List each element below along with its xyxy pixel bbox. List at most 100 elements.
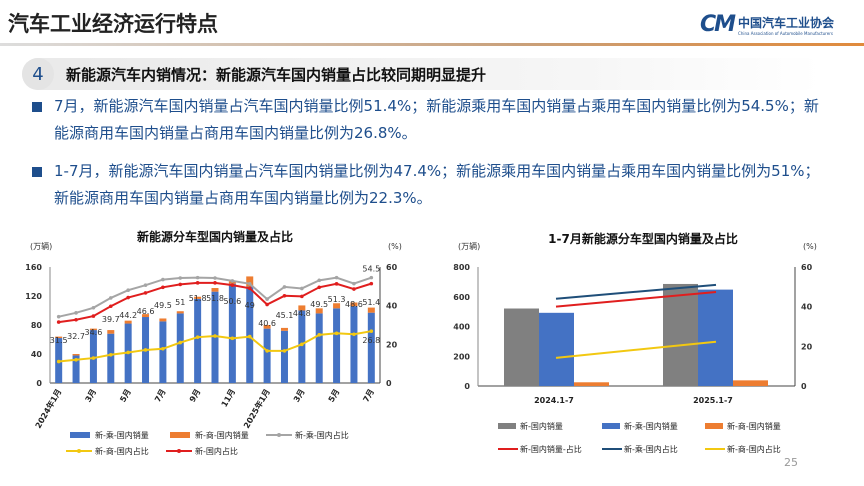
data-label: 49.5 [154, 301, 172, 310]
legend-label: 新-商-国内销量 [195, 430, 249, 440]
line-point [56, 359, 61, 364]
legend-label: 新-商-国内销量 [727, 421, 781, 431]
line-point [161, 346, 165, 351]
data-label: 26.8 [362, 336, 380, 345]
bar-passenger [176, 313, 184, 383]
data-label: 51.8 [206, 294, 224, 303]
y-tick-label: 800 [453, 263, 470, 272]
x-tick-label: 2025.1-7 [693, 396, 733, 405]
slide-title: 汽车工业经济运行特点 [8, 12, 218, 36]
legend-label: 新-商-国内占比 [727, 444, 781, 454]
bar-passenger [228, 283, 236, 383]
bar-commercial [315, 308, 323, 314]
y-tick-label: 160 [25, 263, 42, 272]
data-label: 45.1 [276, 311, 294, 320]
line-point [317, 333, 322, 337]
bullet-july: 7月，新能源汽车国内销量占汽车国内销量比例51.4%；新能源乘用车国内销量占乘用… [32, 93, 832, 147]
bar-commercial [211, 288, 219, 292]
line-point [334, 275, 339, 280]
logo-en: China Association of Automobile Manufact… [738, 30, 833, 36]
y-tick-label: 600 [453, 293, 470, 302]
line-point [300, 294, 304, 299]
bar-commercial [176, 311, 184, 314]
bar-passenger [367, 312, 375, 383]
line-point [91, 314, 96, 318]
legend-label: 新-国内占比 [195, 446, 238, 456]
line-point [247, 286, 252, 291]
legend-swatch [170, 432, 190, 438]
line-point [300, 342, 304, 347]
bar-commercial [55, 336, 63, 339]
line-point [178, 340, 183, 345]
data-label: 48.6 [345, 300, 363, 309]
legend-label: 新-商-国内占比 [95, 446, 149, 456]
page-number: 25 [784, 456, 798, 469]
line-1 [555, 283, 717, 300]
caam-logo: CM 中国汽车工业协会 China Association of Automobi… [700, 12, 834, 37]
data-label: 51 [175, 298, 185, 307]
bar-0 [504, 308, 539, 386]
line-point [265, 297, 269, 301]
line-point [369, 281, 374, 286]
bar-commercial [280, 327, 288, 331]
line-point [369, 275, 374, 280]
bar-passenger [298, 310, 306, 383]
section-number: 4 [22, 58, 54, 90]
bar-passenger [315, 313, 323, 383]
line-point [74, 317, 78, 322]
x-tick-label: 2024.1-7 [534, 396, 574, 405]
line-point [108, 296, 113, 300]
line-point [317, 278, 322, 283]
data-label: 46.6 [137, 307, 155, 316]
line-point [334, 282, 339, 286]
data-label: 44.8 [293, 309, 311, 318]
line-point [161, 285, 165, 290]
y-tick-label: 120 [25, 292, 42, 301]
line-point [282, 285, 287, 289]
y2-tick-label: 60 [801, 263, 813, 272]
bar-2 [733, 380, 768, 386]
line-point [143, 348, 148, 352]
y-tick-label: 200 [453, 352, 470, 361]
legend-marker [277, 433, 281, 437]
line-point [56, 320, 61, 324]
section-banner: 4 新能源汽车内销情况：新能源汽车国内销量占比较同期明显提升 [22, 58, 822, 90]
bar-commercial [263, 325, 271, 329]
bar-commercial [350, 302, 358, 307]
bar-commercial [194, 296, 202, 299]
line-point [91, 356, 96, 360]
legend-label: 新-乘-国内占比 [295, 430, 349, 440]
bar-commercial [107, 330, 115, 334]
y2-tick-label: 0 [386, 379, 392, 388]
bullet-text: 1-7月，新能源汽车国内销量占汽车国内销量比例为47.4%；新能源乘用车国内销量… [54, 162, 820, 207]
y-tick-label: 400 [453, 323, 470, 332]
bar-0 [663, 283, 698, 386]
y2-tick-label: 0 [801, 382, 807, 391]
x-tick-label: 9月 [188, 388, 203, 404]
x-tick-label: 2025年1月 [241, 387, 272, 430]
line-point [213, 281, 217, 285]
y-tick-label: 0 [464, 382, 470, 391]
bar-passenger [72, 355, 80, 383]
y2-axis-unit: (%) [803, 242, 817, 251]
legend-swatch [498, 423, 516, 429]
header-divider [0, 43, 864, 46]
y-axis-unit: (万辆) [30, 241, 52, 251]
legend-marker [77, 449, 81, 453]
data-label: 49 [245, 301, 255, 310]
chart-title: 1-7月新能源分车型国内销量及占比 [548, 231, 738, 246]
bullet-jan-jul: 1-7月，新能源汽车国内销量占汽车国内销量比例为47.4%；新能源乘用车国内销量… [32, 158, 832, 212]
legend-label: 新-乘-国内销量 [95, 430, 149, 440]
logo-cn: 中国汽车工业协会 [738, 15, 835, 30]
line-point [282, 294, 287, 298]
bar-commercial [298, 305, 306, 311]
line-point [213, 334, 217, 338]
legend-swatch [705, 423, 723, 429]
x-tick-label: 11月 [220, 388, 237, 409]
line-point [126, 288, 130, 293]
y2-tick-label: 60 [386, 263, 398, 272]
line-point [230, 283, 235, 287]
line-point [143, 291, 148, 295]
data-label: 32.7 [67, 332, 85, 341]
